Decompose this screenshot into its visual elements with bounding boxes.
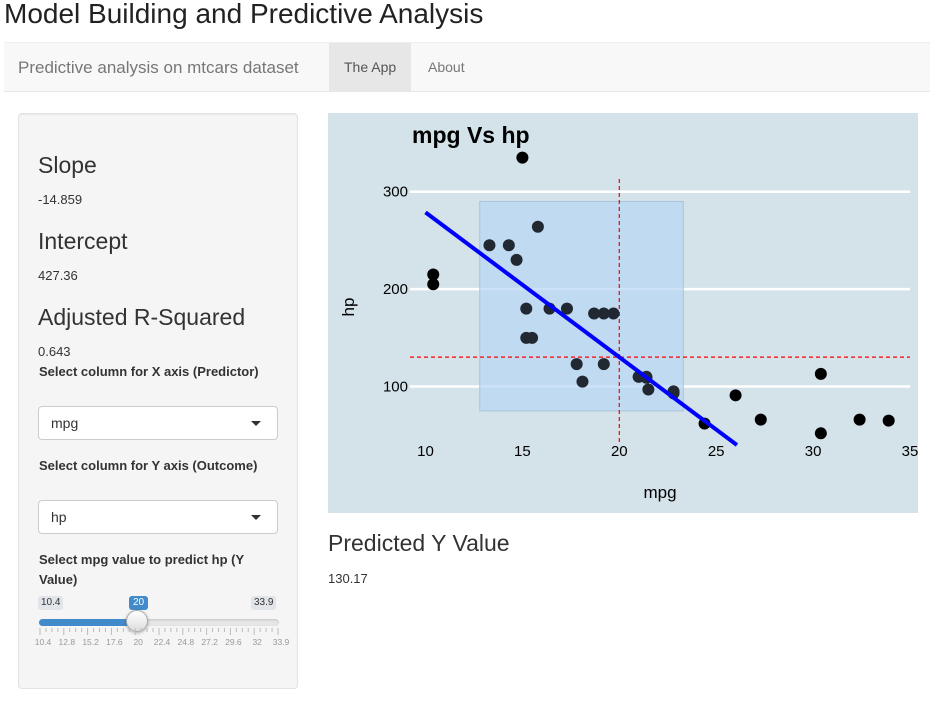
data-point: [516, 151, 529, 164]
x-tick-label: 30: [805, 443, 822, 460]
y-tick-label: 200: [383, 281, 408, 298]
slider-tick-label: 15.2: [82, 637, 99, 647]
app-title: Model Building and Predictive Analysis: [4, 0, 484, 29]
data-point: [882, 414, 895, 427]
slider-tick-label: 12.8: [58, 637, 76, 647]
data-point: [607, 307, 620, 320]
predicted-y-value: 130.17: [328, 571, 368, 586]
x-tick-label: 20: [611, 443, 628, 460]
data-point: [510, 253, 523, 266]
data-point: [502, 239, 515, 252]
data-point: [560, 302, 573, 315]
intercept-label: Intercept: [38, 228, 128, 254]
slider-tick-label: 33.9: [272, 637, 290, 647]
sidebar-panel: Slope -14.859 Intercept 427.36 Adjusted …: [18, 113, 298, 689]
y-axis-select-value: hp: [51, 509, 67, 525]
x-axis-select-value: mpg: [51, 415, 79, 431]
data-point: [531, 220, 544, 233]
data-point: [754, 413, 767, 426]
data-point: [729, 389, 742, 402]
x-axis-label: mpg: [643, 483, 676, 502]
y-tick-label: 100: [383, 379, 408, 396]
slider-tick-labels: 10.4 12.8 15.2 17.6 20 22.4 24.8 27.2 29.6 32 33.9: [35, 637, 290, 649]
data-point: [570, 358, 583, 371]
chart-title: mpg Vs hp: [412, 122, 530, 148]
slider-tick-label: 10.4: [34, 637, 52, 647]
chevron-down-icon: [251, 421, 261, 426]
slider-min-label: 10.4: [38, 596, 64, 610]
y-axis-label: hp: [339, 298, 358, 317]
slope-label: Slope: [38, 152, 97, 178]
slider-tick-label: 27.2: [201, 637, 218, 647]
tab-the-app[interactable]: The App: [329, 43, 412, 92]
slider-value-label: 20: [129, 596, 149, 610]
slider-fill: [39, 619, 138, 626]
data-point: [483, 239, 496, 252]
slider-tick-label: 20: [133, 637, 143, 647]
data-point: [520, 331, 533, 344]
regression-line: [424, 210, 739, 447]
y-axis-select-label: Select column for Y axis (Outcome): [39, 458, 258, 473]
data-point: [520, 302, 533, 315]
slider-tick-label: 24.8: [177, 637, 195, 647]
slider-handle[interactable]: [126, 610, 149, 632]
navbar: Predictive analysis on mtcars dataset Th…: [4, 42, 930, 92]
y-axis-select[interactable]: hp: [38, 500, 278, 534]
data-point: [814, 427, 827, 440]
y-tick-label: 300: [383, 184, 408, 201]
intercept-value: 427.36: [38, 268, 78, 283]
data-point: [853, 413, 866, 426]
slider-tick-label: 29.6: [225, 637, 242, 647]
x-axis-select-label: Select column for X axis (Predictor): [39, 364, 259, 379]
scatter-plot: 10 15 20 25 30 35 100 200 300 mpg Vs hp mpg hp: [328, 113, 918, 513]
data-point: [588, 307, 601, 320]
tab-about[interactable]: About: [428, 59, 465, 75]
slider-tick-label: 17.6: [106, 637, 123, 647]
data-point: [597, 358, 610, 371]
x-tick-label: 10: [417, 443, 434, 460]
slider-max-label: 33.9: [251, 596, 277, 610]
slider-tick-label: 22.4: [153, 637, 171, 647]
data-point: [814, 367, 827, 380]
slider-track[interactable]: [39, 619, 279, 626]
x-axis-select[interactable]: mpg: [38, 406, 278, 440]
data-point: [642, 383, 655, 396]
data-point: [427, 268, 440, 281]
data-point: [576, 375, 589, 388]
slope-value: -14.859: [38, 192, 83, 207]
x-tick-label: 25: [708, 443, 725, 460]
data-point: [597, 307, 610, 320]
r-squared-value: 0.643: [38, 344, 71, 359]
predict-slider-label: Select mpg value to predict hp (Y Value): [39, 552, 244, 587]
predicted-y-label: Predicted Y Value: [328, 530, 510, 556]
slider-tick-label: 32: [252, 637, 262, 647]
chevron-down-icon: [251, 515, 261, 520]
x-tick-label: 35: [902, 443, 918, 460]
navbar-brand[interactable]: Predictive analysis on mtcars dataset: [18, 58, 299, 77]
r-squared-label: Adjusted R-Squared: [38, 304, 246, 330]
data-point: [427, 278, 440, 291]
x-tick-label: 15: [514, 443, 531, 460]
slider-ticks: [39, 628, 279, 635]
